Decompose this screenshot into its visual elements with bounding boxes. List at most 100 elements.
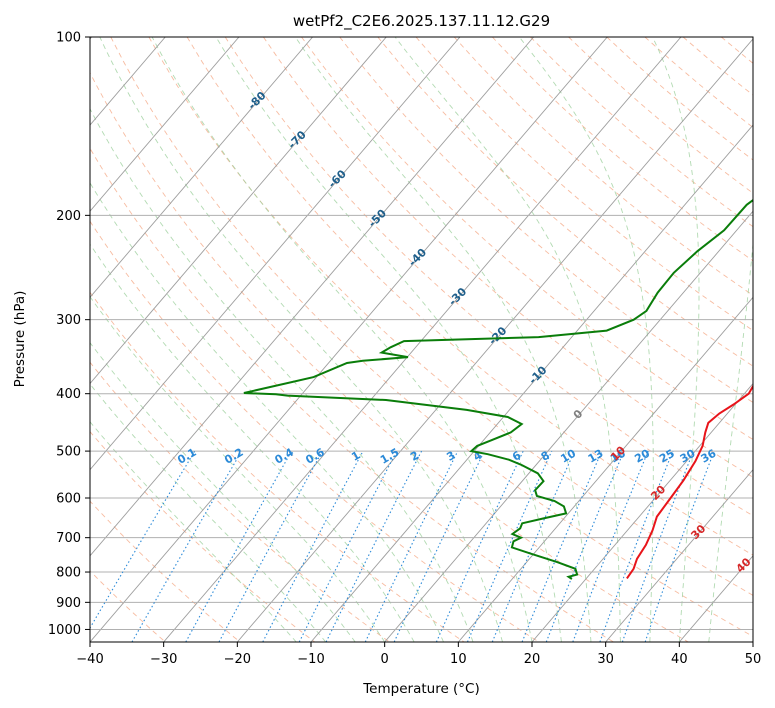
isotherm — [531, 382, 753, 642]
mixing-ratio-line — [218, 450, 323, 642]
chart-title: wetPf2_C2E6.2025.137.11.12.G29 — [293, 12, 550, 31]
isotherm — [90, 37, 387, 385]
x-tick-label: −10 — [297, 652, 324, 667]
dry-adiabat — [263, 37, 753, 478]
y-tick-label: 200 — [56, 209, 81, 224]
dry-adiabat — [453, 37, 753, 296]
plot-frame — [89, 36, 754, 643]
isotherm — [457, 296, 753, 642]
moist-adiabat — [90, 295, 386, 642]
moist-adiabat — [90, 421, 297, 642]
dry-adiabat — [90, 430, 315, 642]
mixing-ratio-line — [364, 450, 459, 642]
mixing-ratio-line — [393, 450, 485, 642]
moist-adiabat — [90, 383, 327, 642]
dry-adiabat — [90, 291, 465, 642]
isotherm — [163, 37, 682, 642]
moist-adiabat — [708, 239, 753, 642]
isotherm — [90, 37, 240, 212]
isotherm — [90, 37, 534, 557]
dry-adiabat — [721, 37, 753, 64]
temperature-profile — [626, 384, 753, 579]
dewpoint-profile — [243, 198, 753, 580]
isotherm — [752, 641, 753, 642]
x-tick-label: 0 — [381, 652, 389, 667]
mixing-ratio-label: 1.5 — [378, 446, 401, 467]
dry-adiabat — [90, 220, 540, 642]
y-tick-label: 800 — [56, 566, 81, 581]
mixing-ratio-line — [185, 450, 293, 642]
isotherm — [384, 210, 753, 642]
y-tick-label: 1000 — [48, 623, 81, 638]
y-tick-label: 400 — [56, 387, 81, 402]
dry-adiabat — [148, 37, 753, 596]
x-tick-label: −40 — [76, 652, 103, 667]
isotherm — [90, 37, 461, 471]
mixing-ratio-label: 20 — [632, 447, 652, 466]
mixing-ratio-line — [491, 450, 576, 642]
isotherm — [90, 37, 313, 299]
dry-adiabat — [606, 37, 753, 161]
moist-adiabat — [151, 37, 533, 642]
x-tick-label: −30 — [150, 652, 177, 667]
isotherm — [310, 124, 753, 642]
x-tick-label: 10 — [450, 652, 467, 667]
moist-adiabat — [294, 37, 592, 642]
y-axis-label: Pressure (hPa) — [12, 291, 28, 388]
dry-adiabat — [90, 361, 390, 642]
y-tick-label: 100 — [56, 31, 81, 46]
moist-adiabat — [215, 37, 562, 642]
y-tick-label: 500 — [56, 445, 81, 460]
isotherm — [678, 555, 753, 642]
mixing-ratio-line — [131, 450, 243, 642]
mixing-ratio-line — [572, 450, 649, 642]
mixing-ratio-line — [644, 450, 715, 642]
dry-adiabat — [90, 147, 614, 642]
x-tick-label: 30 — [597, 652, 614, 667]
dry-adiabat — [415, 37, 753, 331]
x-axis-label: Temperature (°C) — [362, 681, 480, 697]
x-axis: −40 −30 −20 −10 0 10 20 30 40 50 — [76, 642, 761, 667]
mixing-ratio-line — [521, 450, 603, 642]
moist-adiabat — [90, 182, 445, 642]
mixing-ratio-line — [262, 450, 364, 642]
x-tick-label: 20 — [524, 652, 541, 667]
background-lines — [90, 37, 775, 642]
moist-adiabat — [518, 37, 654, 642]
dry-adiabat — [759, 37, 775, 642]
profile-series — [243, 198, 753, 580]
moist-adiabat — [90, 342, 356, 642]
mixing-ratio-labels: 0.1 0.2 0.4 0.6 1 1.5 2 3 4 6 8 10 13 16 20 25 30 36 — [175, 445, 718, 466]
mixing-ratio-line — [621, 450, 694, 642]
mixing-ratio-line — [466, 450, 553, 642]
moist-adiabat — [652, 37, 700, 642]
y-tick-label: 600 — [56, 492, 81, 507]
dry-adiabat — [339, 37, 753, 403]
y-axis: 100 200 300 400 500 600 700 800 900 1000 — [48, 31, 90, 638]
dry-adiabat — [682, 37, 753, 96]
y-tick-label: 900 — [56, 596, 81, 611]
x-tick-label: −20 — [224, 652, 251, 667]
mixing-ratio-label: 10 — [558, 447, 578, 466]
y-tick-label: 700 — [56, 531, 81, 546]
moist-adiabat — [394, 37, 621, 642]
isotherm — [236, 38, 753, 642]
y-tick-label: 300 — [56, 313, 81, 328]
dry-adiabat — [90, 71, 689, 642]
isotherm — [605, 468, 753, 642]
mixing-ratio-line — [599, 450, 674, 642]
x-tick-label: 50 — [745, 652, 762, 667]
mixing-ratio-label: 0.6 — [303, 445, 327, 466]
moist-adiabat — [90, 243, 415, 642]
moist-adiabat — [90, 107, 474, 642]
dry-adiabat — [377, 37, 753, 367]
dry-adiabat — [301, 37, 753, 441]
mixing-ratio-line — [90, 450, 196, 629]
mixing-ratio-label: 0.4 — [272, 445, 296, 466]
mixing-ratio-line — [325, 450, 423, 642]
isotherm — [90, 37, 608, 642]
x-tick-label: 40 — [671, 652, 688, 667]
dry-adiabat — [568, 37, 753, 194]
